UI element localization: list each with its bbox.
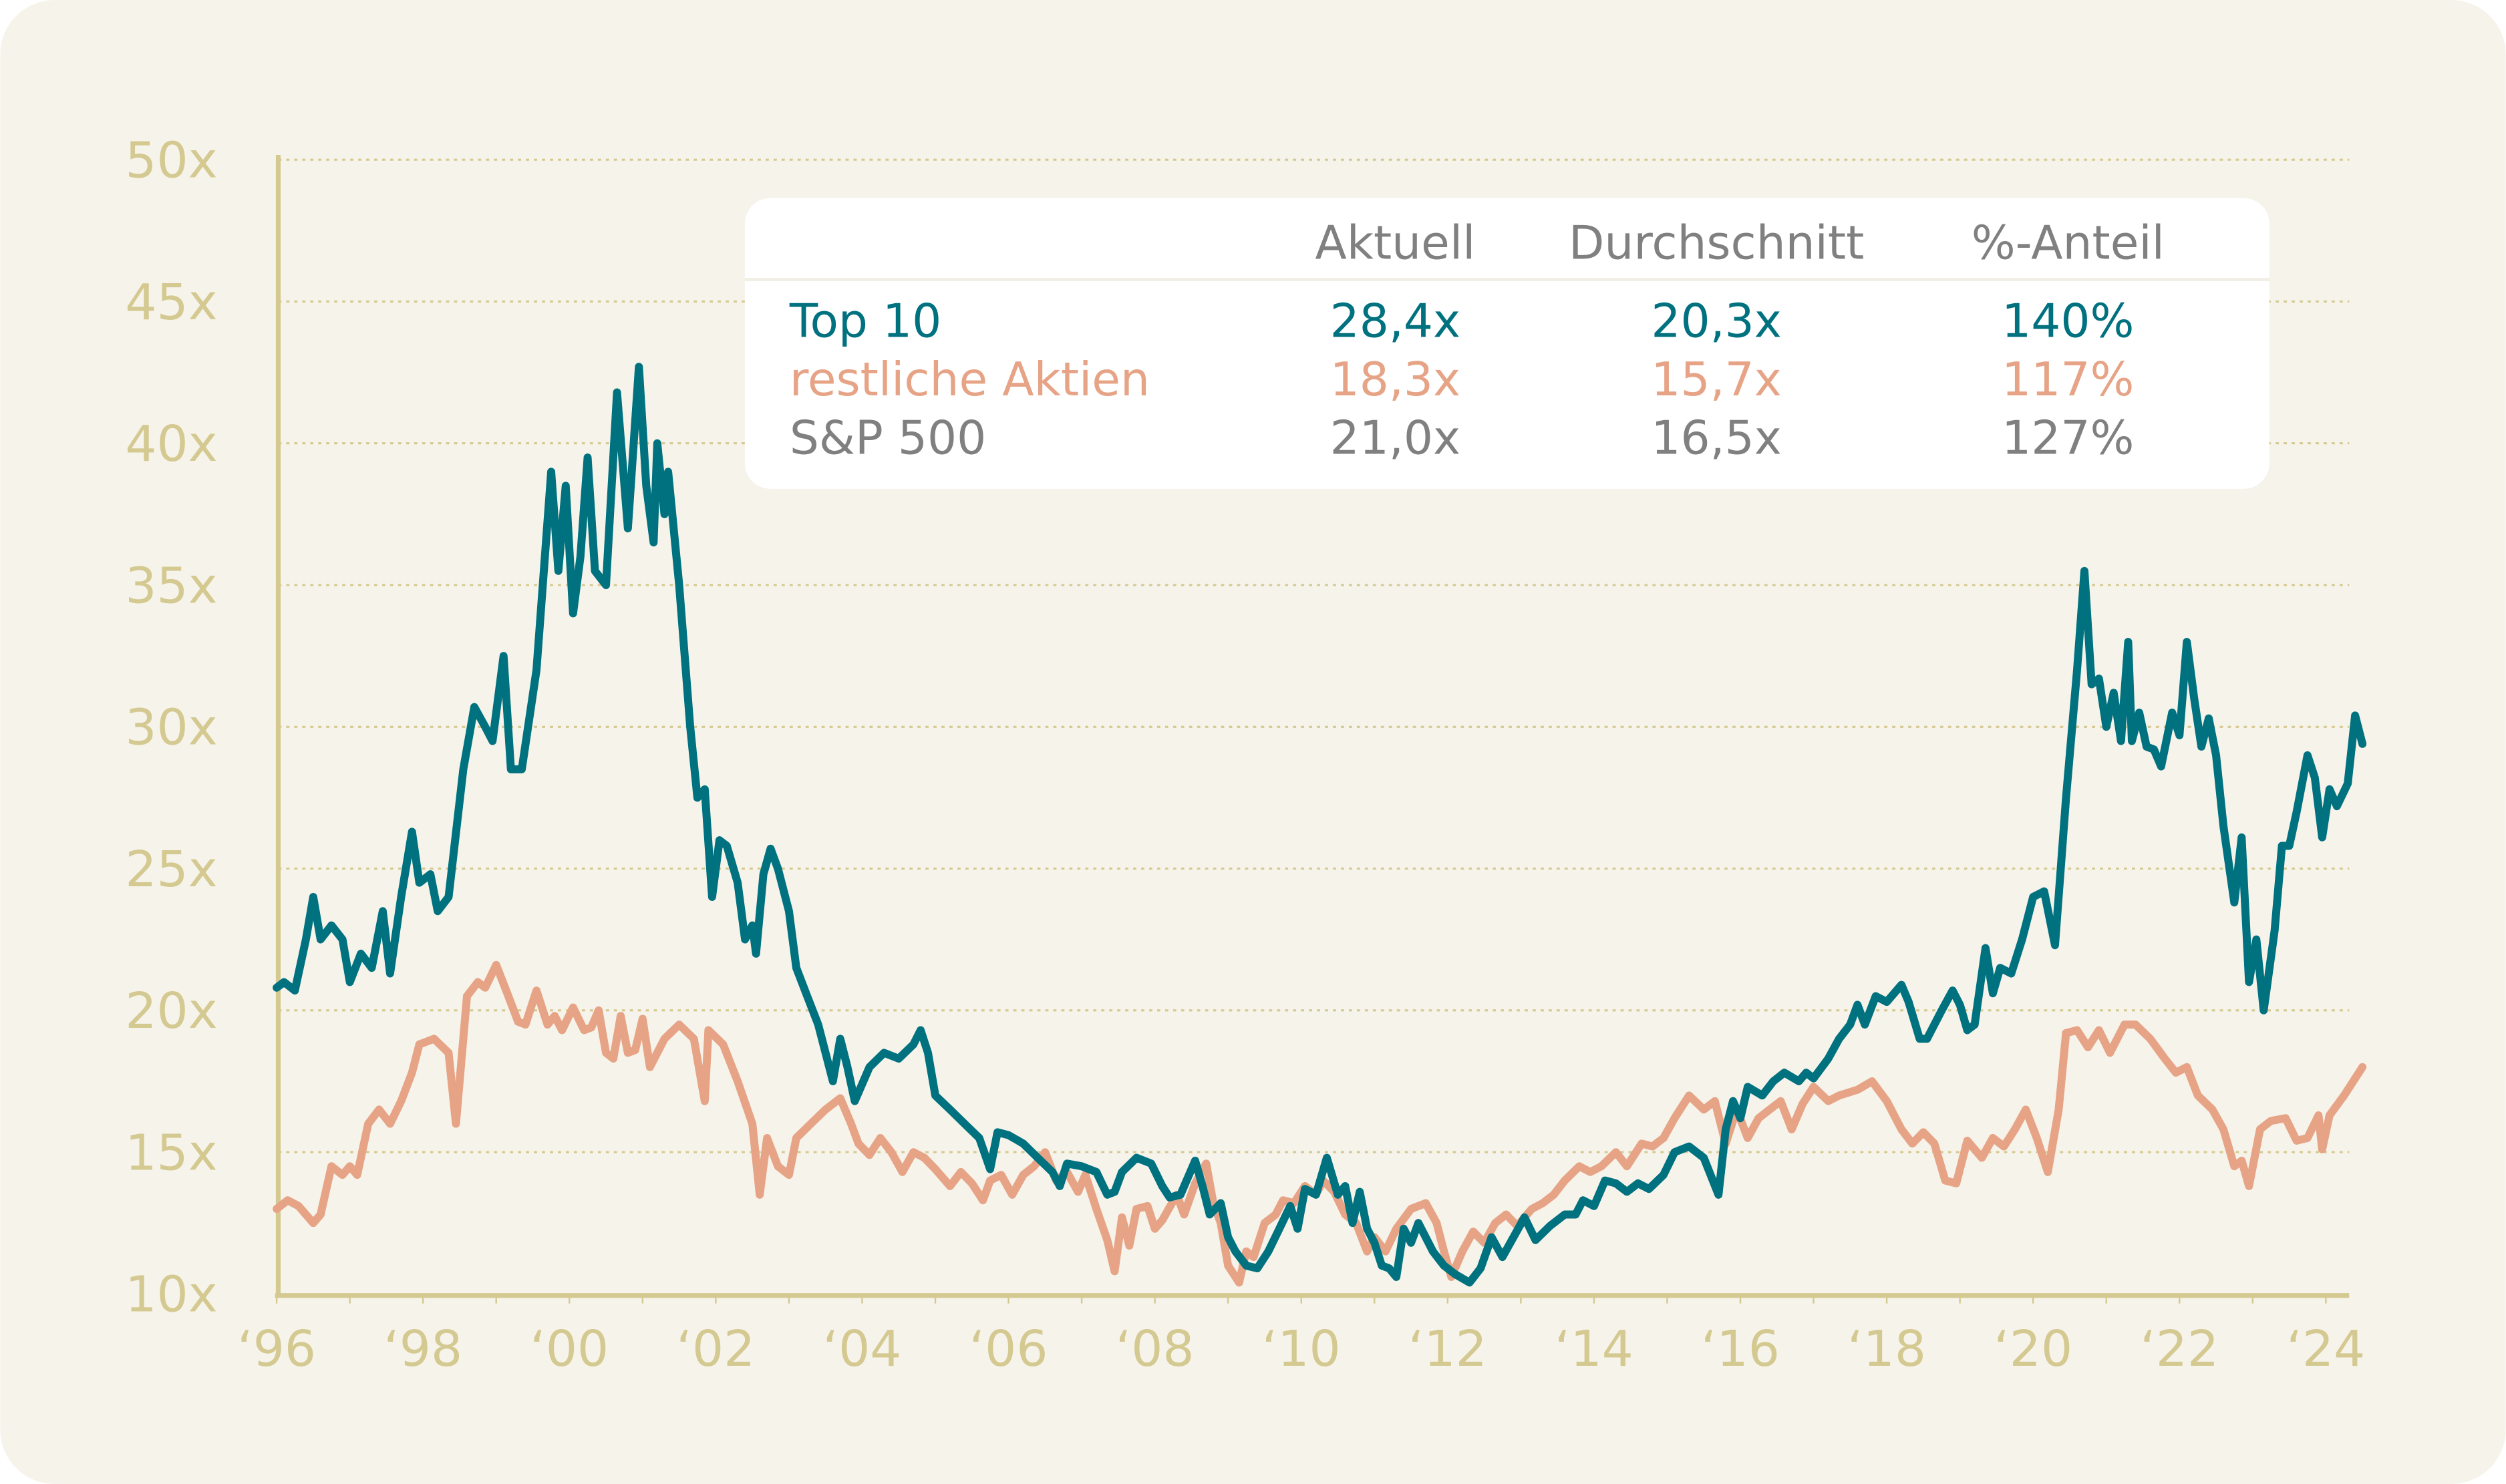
y-tick-label: 10x [125, 1266, 217, 1324]
row-anteil: 117% [2002, 353, 2134, 407]
x-tick-label: ‘12 [1408, 1320, 1487, 1378]
row-aktuell: 28,4x [1330, 295, 1460, 349]
row-label: restliche Aktien [790, 353, 1150, 407]
header-anteil: %-Anteil [1972, 216, 2165, 270]
row-label: Top 10 [789, 295, 941, 349]
x-tick-label: ‘18 [1847, 1320, 1926, 1378]
y-tick-label: 20x [125, 982, 217, 1040]
y-tick-label: 40x [125, 415, 217, 473]
row-aktuell: 21,0x [1330, 411, 1460, 465]
x-tick-label: ‘00 [530, 1320, 609, 1378]
series-line-top-10 [273, 363, 2367, 1287]
y-tick-label: 35x [125, 557, 217, 614]
row-anteil: 140% [2002, 295, 2134, 349]
row-durchschnitt: 15,7x [1651, 353, 1781, 407]
y-tick-label: 45x [125, 274, 217, 331]
series-line-restliche-aktien [273, 960, 2367, 1287]
y-tick-label: 30x [125, 699, 217, 757]
x-tick-label: ‘20 [1994, 1320, 2072, 1378]
row-label: S&P 500 [790, 411, 986, 465]
row-aktuell: 18,3x [1330, 353, 1460, 407]
row-anteil: 127% [2002, 411, 2134, 465]
y-tick-label: 50x [125, 132, 217, 189]
summary-table-background [744, 198, 2269, 489]
header-durchschnitt: Durchschnitt [1569, 216, 1864, 270]
x-axis-ticks: ‘96 ‘98 ‘00 ‘02 ‘04 ‘06 ‘08 ‘10 ‘12 ‘14 ‘16 ‘18 ‘20 ‘… [237, 1295, 2365, 1378]
summary-table: Aktuell Durchschnitt %-Anteil Top 10 28,4… [744, 198, 2269, 489]
header-aktuell: Aktuell [1315, 216, 1475, 270]
x-tick-label: ‘22 [2140, 1320, 2219, 1378]
row-durchschnitt: 16,5x [1651, 411, 1781, 465]
x-tick-label: ‘24 [2286, 1320, 2365, 1378]
y-tick-label: 15x [125, 1124, 217, 1181]
x-tick-label: ‘04 [823, 1320, 902, 1378]
y-tick-label: 25x [125, 841, 217, 898]
x-tick-label: ‘98 [383, 1320, 462, 1378]
x-tick-label: ‘14 [1555, 1320, 1633, 1378]
x-tick-label: ‘06 [969, 1320, 1048, 1378]
row-durchschnitt: 20,3x [1651, 295, 1781, 349]
x-tick-label: ‘16 [1701, 1320, 1780, 1378]
series-lines [273, 363, 2367, 1287]
x-tick-label: ‘10 [1262, 1320, 1341, 1378]
y-axis-ticks: 10x 15x 20x 25x 30x 35x 40x 45x 50x [125, 132, 217, 1323]
x-tick-label: ‘08 [1116, 1320, 1195, 1378]
x-tick-label: ‘02 [676, 1320, 755, 1378]
x-tick-label: ‘96 [237, 1320, 316, 1378]
